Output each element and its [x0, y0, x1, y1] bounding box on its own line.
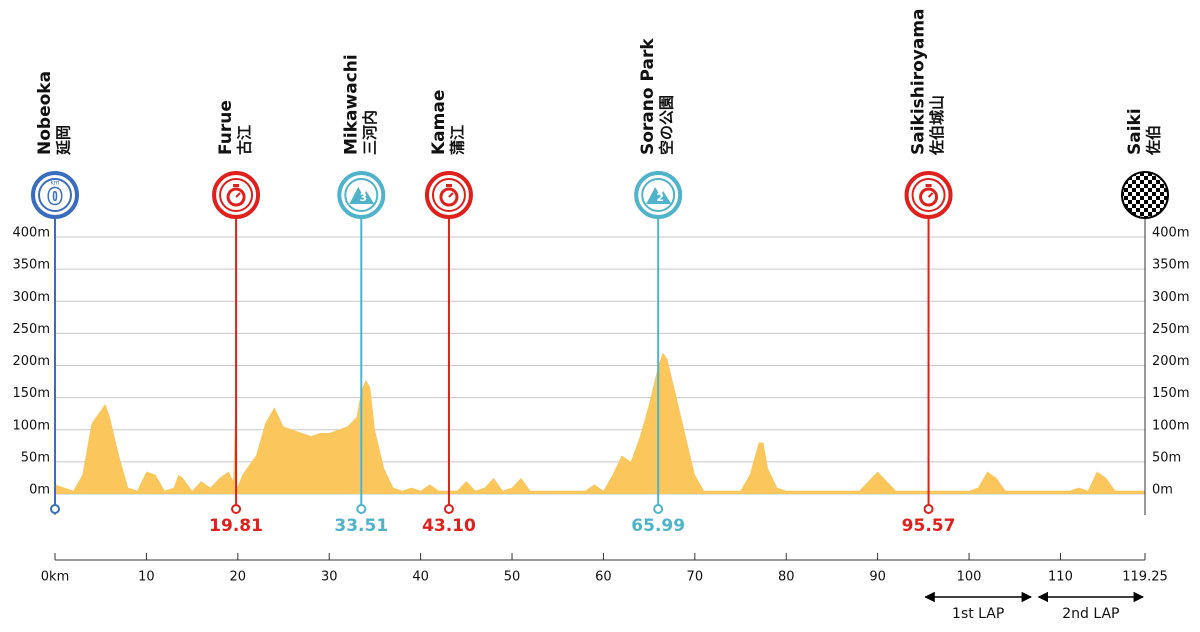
- stopwatch-hand: [448, 192, 454, 198]
- checkpoint-name-ja: 佐伯城山: [928, 95, 946, 156]
- checkpoint-name: Furue: [216, 100, 236, 155]
- x-tick-label: 30: [321, 570, 338, 585]
- checkpoint-name-ja: 佐伯: [1145, 125, 1163, 156]
- x-tick-label: 119.25: [1122, 570, 1168, 585]
- icon-unit: km: [50, 180, 59, 187]
- x-tick-label: 60: [595, 570, 612, 585]
- stopwatch: [919, 187, 939, 207]
- checkpoint: Furue 古江 19.81: [209, 100, 263, 536]
- checkpoint-name: Kamae: [429, 90, 449, 155]
- y-tick-label-right: 250m: [1152, 322, 1189, 337]
- checkpoint-km: 95.57: [902, 516, 956, 536]
- checkpoint-km: 43.10: [422, 516, 476, 536]
- icon-text: 3: [359, 191, 367, 204]
- checkpoint: Saiki 佐伯: [1121, 108, 1169, 219]
- checkpoint-name: Nobeoka: [35, 71, 55, 155]
- checkpoint-name: Saiki: [1125, 108, 1145, 155]
- stopwatch-top: [925, 184, 932, 187]
- y-tick-label: 300m: [13, 290, 50, 305]
- x-tick-label: 100: [957, 570, 982, 585]
- y-tick-label: 350m: [13, 258, 50, 273]
- checkpoint: Kamae 蒲江 43.10: [422, 90, 476, 536]
- y-tick-label: 200m: [13, 354, 50, 369]
- y-tick-label: 100m: [13, 418, 50, 433]
- checkpoint-dot: [231, 504, 242, 514]
- checkpoint-km: 19.81: [209, 516, 263, 536]
- y-tick-label-right: 50m: [1152, 450, 1181, 465]
- checkpoint: Mikawachi 三河内 3 33.51: [334, 54, 388, 536]
- checkpoint-dot: [653, 504, 664, 514]
- stopwatch-top: [233, 184, 240, 187]
- icon-text: 2: [656, 191, 664, 204]
- y-tick-label: 0m: [29, 483, 50, 498]
- checkpoint-km: 33.51: [334, 516, 388, 536]
- checkpoint-name-ja: 空の公園: [658, 95, 676, 155]
- x-tick-label: 90: [869, 570, 886, 585]
- checkpoint-name: Sorano Park: [638, 38, 658, 155]
- checkpoint-name-ja: 延岡: [55, 125, 73, 156]
- x-tick-label: 50: [504, 570, 521, 585]
- checkpoint-name-ja: 三河内: [361, 110, 379, 155]
- checkpoint-dot: [356, 504, 367, 514]
- checkpoint: Sorano Park 空の公園 2 65.99: [631, 38, 685, 536]
- stopwatch: [226, 187, 246, 207]
- lap-label: 2nd LAP: [1062, 606, 1119, 622]
- checkpoint-name-ja: 蒲江: [448, 125, 466, 155]
- x-tick-label: 70: [687, 570, 704, 585]
- mountain: [646, 187, 672, 204]
- x-tick-label: 10: [138, 570, 155, 585]
- finish-icon: [1121, 171, 1169, 219]
- checkpoint: Saikishiroyama 佐伯城山 95.57: [902, 8, 956, 536]
- icon-inner: [911, 178, 946, 212]
- icon-inner: [431, 178, 466, 212]
- checkpoint-name: Mikawachi: [341, 54, 361, 155]
- checkpoint: Nobeoka 延岡 0km: [31, 71, 79, 514]
- stopwatch-top: [445, 184, 452, 187]
- checkpoint-dot: [50, 504, 60, 514]
- icon-text: 0: [48, 185, 62, 209]
- y-tick-label-right: 200m: [1152, 354, 1189, 369]
- x-tick-label: 0km: [41, 570, 69, 585]
- icon-inner: [219, 178, 254, 212]
- y-tick-label-right: 400m: [1152, 226, 1189, 241]
- checkpoint-name-ja: 古江: [236, 125, 254, 155]
- stopwatch-hand: [927, 192, 934, 198]
- x-tick-label: 80: [778, 570, 795, 585]
- y-tick-label-right: 300m: [1152, 290, 1189, 305]
- x-tick-label: 20: [230, 570, 247, 585]
- x-tick-label: 40: [412, 570, 429, 585]
- y-tick-label-right: 0m: [1152, 483, 1173, 498]
- y-tick-label-right: 150m: [1152, 386, 1189, 401]
- y-tick-label: 400m: [13, 226, 50, 241]
- elevation-area: [55, 352, 1145, 494]
- checkpoint-dot: [923, 504, 934, 514]
- y-tick-label-right: 350m: [1152, 258, 1189, 273]
- checkpoint-name: Saikishiroyama: [909, 8, 929, 155]
- icon-inner: [38, 178, 72, 212]
- x-tick-label: 110: [1048, 570, 1073, 585]
- lap-label: 1st LAP: [952, 606, 1004, 622]
- y-tick-label: 250m: [13, 322, 50, 337]
- stopwatch-hand: [235, 192, 241, 198]
- y-tick-label-right: 100m: [1152, 418, 1189, 433]
- mountain: [349, 187, 375, 204]
- y-tick-label: 150m: [13, 386, 50, 401]
- stopwatch: [439, 187, 459, 207]
- y-tick-label: 50m: [21, 450, 50, 465]
- checkpoint-km: 65.99: [631, 516, 685, 536]
- checkpoint-dot: [443, 504, 454, 514]
